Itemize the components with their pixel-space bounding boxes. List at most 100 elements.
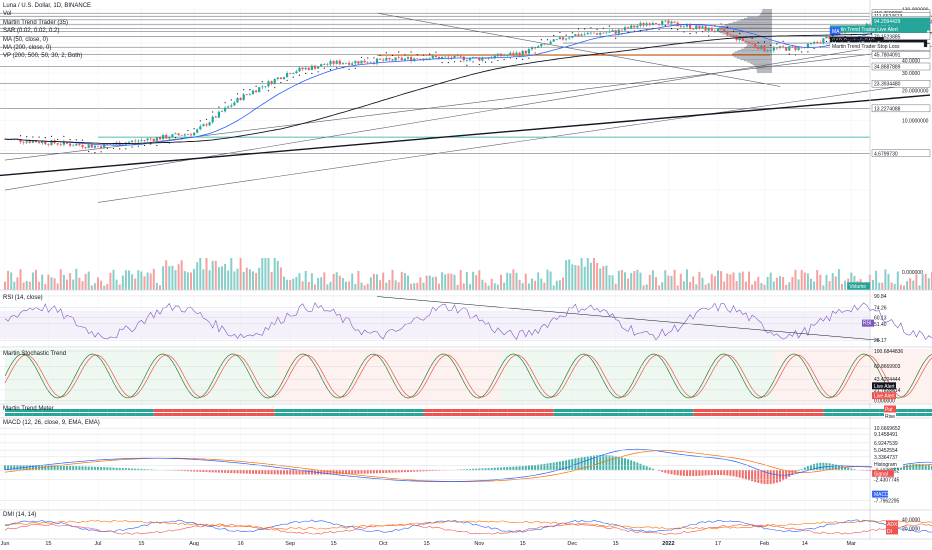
sar-dot [540, 39, 542, 41]
volume-bar [775, 277, 778, 290]
macd-histogram-bar [822, 462, 825, 470]
sar-dot [664, 24, 666, 27]
macd-histogram-bar [744, 469, 747, 480]
candle-body [667, 20, 670, 24]
sar-dot [422, 54, 425, 56]
sar-dot [354, 67, 356, 69]
macd-histogram-bar [766, 469, 769, 485]
candle-body [468, 58, 472, 61]
macd-histogram-bar [97, 466, 99, 470]
candle-body [335, 60, 338, 64]
legend-sar[interactable]: SAR (0.02, 0.02, 0.2) [3, 28, 60, 35]
meter-bar-bottom [367, 413, 377, 416]
time-axis[interactable]: Jun 15 Jul 15 Aug 16 Sep 15 Oct 15 Nov 15 Dec 15 2022 1… [1, 541, 857, 547]
candle-body [506, 54, 509, 56]
macd-histogram-bar [583, 456, 586, 470]
macd-histogram-bar [813, 463, 816, 470]
macd-histogram-bar [78, 466, 81, 470]
volume-bar [537, 272, 540, 290]
sar-dot [770, 44, 772, 46]
candle-body [710, 27, 713, 31]
volume-bar [462, 283, 465, 290]
price-axis[interactable]: 130.000000110.000090.000070.000060.00005… [829, 8, 931, 290]
sar-dot [81, 139, 84, 141]
macd-title[interactable]: MACD (12, 26, close, 9, EMA, EMA) [3, 420, 100, 426]
candle-body [106, 143, 109, 145]
legend-vol[interactable]: Vol [3, 11, 12, 18]
candle-body [100, 146, 103, 149]
volume-bar [100, 280, 103, 290]
time-axis-label: Sep [285, 541, 295, 547]
dmi-tag-label: DI [887, 529, 892, 535]
meter-bar-top [776, 409, 787, 412]
sar-dot [379, 54, 381, 56]
sar-dot [429, 53, 431, 55]
macd-histogram-bar [397, 469, 400, 473]
candle-body [447, 56, 450, 58]
volume-bar [903, 285, 905, 290]
meter-bar-bottom [321, 413, 331, 416]
candle-body [658, 24, 661, 25]
volume-bar [605, 265, 608, 290]
stoch-title[interactable]: Martin Stochastic Trend [3, 351, 67, 357]
legend-ma50[interactable]: MA (50, close, 0) [3, 36, 49, 43]
stoch-bg [625, 349, 650, 403]
macd-histogram-bar [407, 469, 409, 473]
macd-histogram-bar [921, 464, 924, 470]
macd-histogram-bar [103, 467, 106, 470]
macd-histogram-bar [338, 469, 341, 475]
sar-dot [584, 28, 586, 30]
price-level-label: 13.2274088 [874, 106, 901, 112]
volume-bar [540, 278, 543, 290]
volume-bar [831, 272, 834, 290]
volume-bar [806, 273, 809, 290]
macd-histogram-bar [521, 466, 524, 470]
sar-dot [261, 81, 263, 83]
dmi-title[interactable]: DMI (14, 14) [3, 512, 37, 518]
sar-dot [329, 69, 332, 71]
volume-bar [25, 280, 28, 290]
rsi-level-label: 51.40 [874, 322, 887, 328]
sar-dot [100, 151, 102, 153]
legend-ma200[interactable]: MA (200, close, 0) [3, 45, 52, 52]
volume-bar [924, 273, 927, 290]
volume-bar [348, 281, 351, 290]
volume-bar [369, 277, 372, 290]
macd-histogram-bar [16, 465, 19, 470]
meter-bar-bottom [823, 413, 833, 416]
sar-dot [131, 146, 133, 148]
price-axis-tick: 10.0000000 [902, 118, 929, 124]
macd-histogram-bar [62, 465, 65, 470]
candle-body [140, 140, 143, 141]
meter-bar-bottom [758, 413, 768, 416]
legend-martin-trend-trader[interactable]: Martin Trend Trader (35) [3, 19, 69, 26]
meter-title[interactable]: Martin Trend Meter [3, 406, 54, 412]
volume-bar [428, 275, 431, 290]
rsi-title[interactable]: RSI (14, close) [3, 295, 43, 301]
time-axis-label: Oct [379, 541, 388, 547]
symbol-title[interactable]: Luna / U.S. Dollar, 1D, BINANCE [3, 3, 92, 9]
candle-body [127, 141, 131, 143]
macd-histogram-bar [211, 469, 214, 473]
volume-bar [264, 258, 267, 290]
sar-dot [143, 144, 146, 147]
macd-histogram-bar [819, 462, 822, 470]
legend-vp[interactable]: VP (200, 500, 50, 30, 2, Both) [3, 53, 83, 60]
meter-bar-bottom [897, 413, 908, 416]
candle-body [496, 53, 499, 56]
volume-bar [676, 285, 679, 290]
macd-histogram-bar [84, 466, 87, 470]
volume-bar [357, 270, 360, 290]
volume-bar [803, 272, 806, 290]
volume-bar [180, 260, 183, 290]
volume-bar [661, 282, 664, 290]
volume-bar [627, 278, 630, 290]
macd-histogram-bar [385, 469, 388, 473]
volume-bar [109, 272, 112, 290]
volume-bar [233, 271, 236, 290]
sar-dot [26, 136, 28, 138]
volume-bar [84, 273, 87, 290]
volume-bar [205, 258, 208, 290]
meter-bar-top [814, 409, 824, 412]
